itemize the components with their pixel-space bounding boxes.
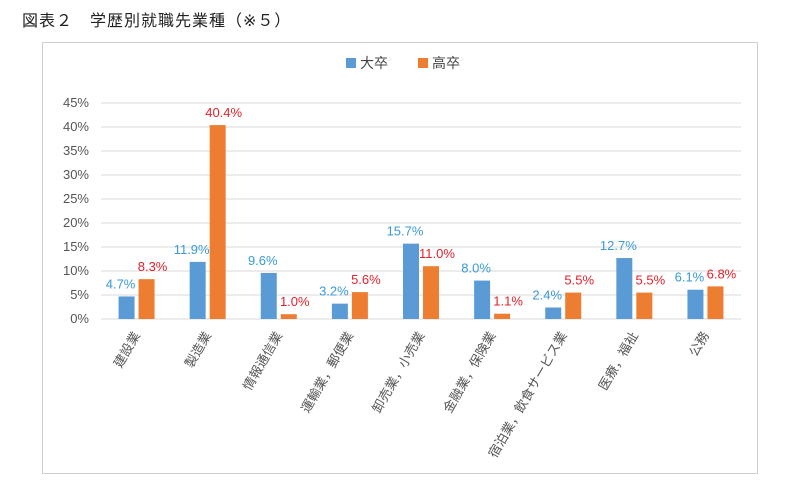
category-label: 金融業，保険業 xyxy=(440,329,499,416)
category-label: 医療，福祉 xyxy=(596,330,641,394)
data-label: 8.3% xyxy=(138,259,168,274)
legend-swatch xyxy=(418,58,428,68)
data-label: 11.0% xyxy=(419,246,455,261)
data-label: 9.6% xyxy=(248,253,278,268)
bars xyxy=(118,125,724,319)
data-label: 4.7% xyxy=(106,276,136,291)
category-label: 卸売業，小売業 xyxy=(369,329,428,416)
bar-daisotsu xyxy=(616,258,633,319)
category-label: 建設業 xyxy=(111,329,144,371)
bar-kousotsu xyxy=(351,292,368,319)
bar-kousotsu xyxy=(636,292,653,319)
data-label: 11.9% xyxy=(174,242,210,257)
bar-daisotsu xyxy=(260,272,277,319)
bar-kousotsu xyxy=(707,286,724,319)
data-label: 6.1% xyxy=(675,270,705,285)
data-labels: 4.7%8.3% 11.9% 40.4% 9.6% 1.0% 3.2%5.6% 15.7% 1… xyxy=(106,105,737,309)
data-label: 5.5% xyxy=(636,273,666,288)
y-tick-label: 20% xyxy=(63,215,89,230)
y-axis-ticks: 0% 5% 10% 15% 20% 25% 30% 35% 40% 45% xyxy=(63,95,89,326)
legend-swatch xyxy=(346,58,356,68)
y-tick-label: 10% xyxy=(63,263,89,278)
data-label: 5.5% xyxy=(564,273,594,288)
y-tick-label: 0% xyxy=(70,311,89,326)
category-label: 公務 xyxy=(687,330,713,360)
bar-daisotsu xyxy=(687,289,704,319)
y-tick-label: 35% xyxy=(63,143,89,158)
figure-caption: 図表２ 学歴別就職先業種（※５） xyxy=(22,11,292,30)
bar-daisotsu xyxy=(545,307,562,319)
data-label: 12.7% xyxy=(600,238,637,253)
bar-daisotsu xyxy=(331,303,348,319)
bar-kousotsu xyxy=(565,292,582,319)
category-label: 運輸業，郵便業 xyxy=(298,329,357,416)
legend: 大卒 高卒 xyxy=(346,55,460,72)
grid-lines xyxy=(101,102,741,320)
bar-kousotsu xyxy=(209,125,226,319)
y-tick-label: 5% xyxy=(70,287,89,302)
y-tick-label: 30% xyxy=(63,167,89,182)
bar-kousotsu xyxy=(280,314,297,319)
data-label: 5.6% xyxy=(351,272,381,287)
chart-frame: 0% 5% 10% 15% 20% 25% 30% 35% 40% 45% 建設業 製造業 情報通信業… xyxy=(42,42,758,474)
bar-kousotsu xyxy=(494,313,511,319)
bar-daisotsu xyxy=(474,280,491,319)
category-label: 情報通信業 xyxy=(240,329,286,393)
data-label: 3.2% xyxy=(319,284,349,299)
category-label: 宿泊業，飲食サービス業 xyxy=(485,329,570,461)
category-labels: 建設業 製造業 情報通信業 運輸業，郵便業 卸売業，小売業 金融業，保険業宿泊業，飲食サー… xyxy=(111,329,713,461)
bar-chart: 0% 5% 10% 15% 20% 25% 30% 35% 40% 45% 建設業 製造業 情報通信業… xyxy=(63,55,741,461)
data-label: 8.0% xyxy=(461,261,491,276)
bar-daisotsu xyxy=(118,296,135,319)
bar-daisotsu xyxy=(189,261,206,319)
y-tick-label: 40% xyxy=(63,119,89,134)
y-tick-label: 45% xyxy=(63,95,89,110)
y-tick-label: 25% xyxy=(63,191,89,206)
data-label: 40.4% xyxy=(205,105,242,120)
legend-label: 高卒 xyxy=(432,55,460,72)
bar-daisotsu xyxy=(403,243,419,319)
bar-kousotsu xyxy=(138,279,155,319)
data-label: 6.8% xyxy=(707,266,737,281)
data-label: 15.7% xyxy=(387,224,424,239)
y-tick-label: 15% xyxy=(63,239,89,254)
bar-kousotsu xyxy=(423,266,439,319)
category-label: 製造業 xyxy=(182,329,215,371)
legend-label: 大卒 xyxy=(360,56,388,72)
data-label: 2.4% xyxy=(532,287,562,302)
data-label: 1.1% xyxy=(493,294,523,309)
data-label: 1.0% xyxy=(280,294,310,309)
